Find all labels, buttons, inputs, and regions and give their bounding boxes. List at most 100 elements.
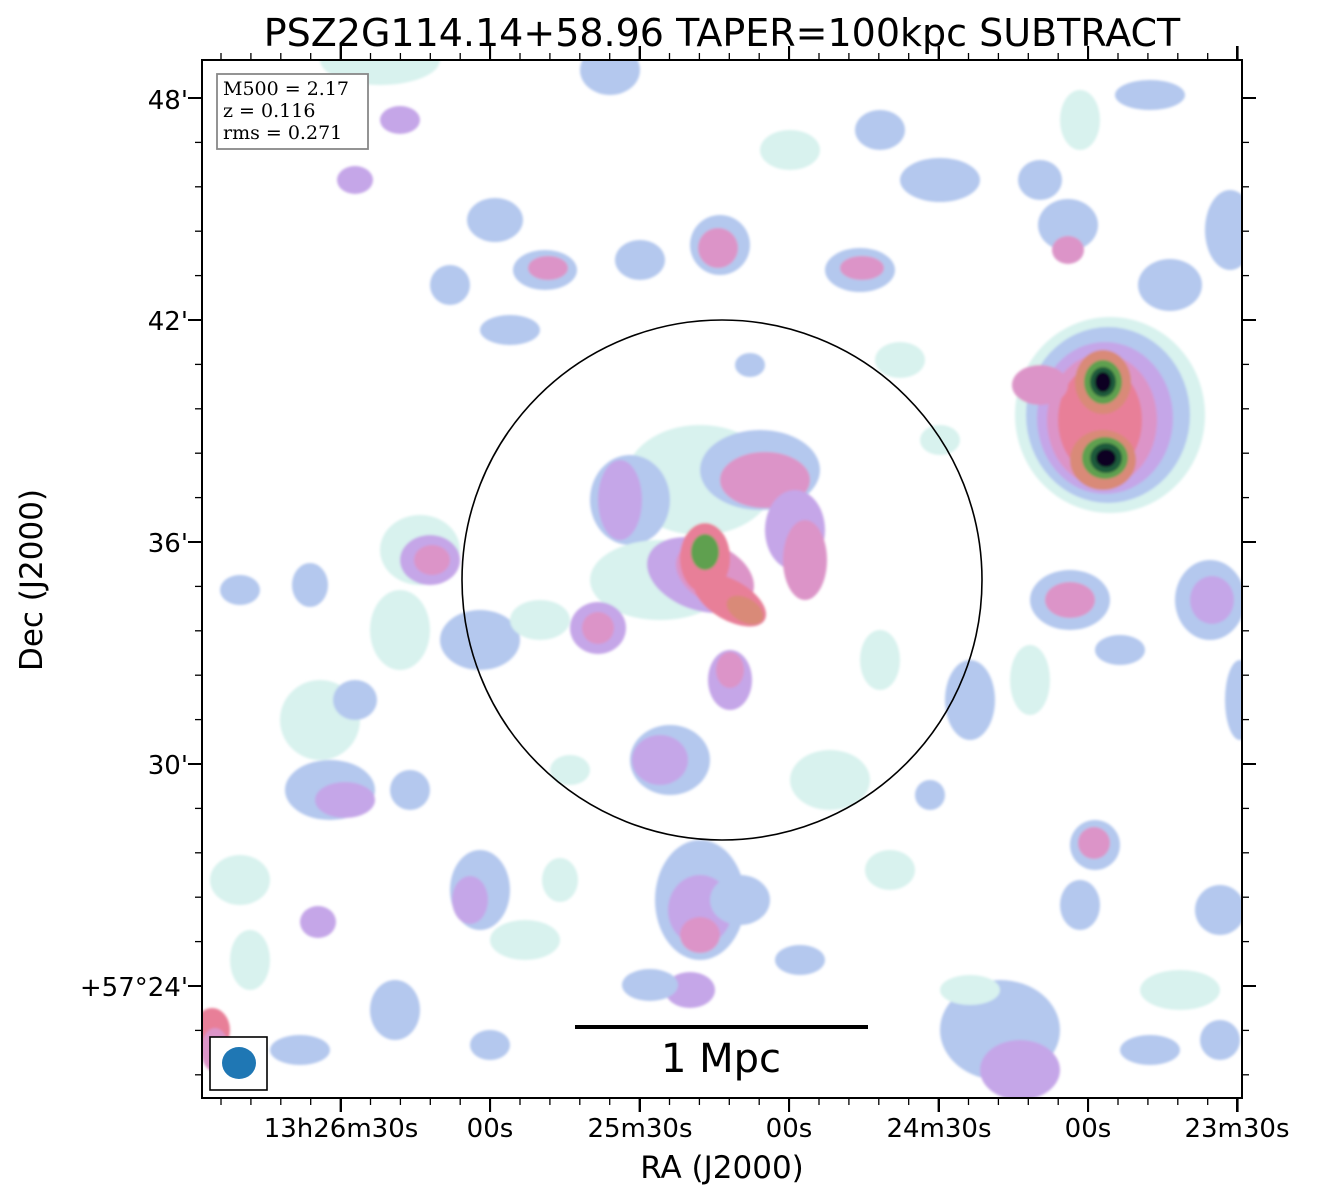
emission-patch — [860, 630, 900, 690]
emission-patch — [726, 595, 764, 625]
emission-patch — [1078, 827, 1110, 859]
emission-patch — [865, 850, 915, 890]
emission-patch — [550, 755, 590, 785]
x-tick-label: 00s — [766, 1114, 813, 1144]
emission-patch — [1205, 190, 1242, 270]
emission-patch — [210, 855, 270, 905]
emission-patch — [430, 265, 470, 305]
emission-patch — [716, 652, 744, 688]
y-tick-label: 36' — [148, 529, 188, 559]
y-tick-label: 30' — [148, 751, 188, 781]
emission-patch — [920, 425, 960, 455]
emission-patch — [337, 166, 373, 194]
y-tick-label: 42' — [148, 307, 188, 337]
emission-patch — [855, 110, 905, 150]
emission-patch — [300, 906, 336, 938]
emission-patch — [775, 945, 825, 975]
x-axis-label: RA (J2000) — [640, 1150, 804, 1186]
emission-patch — [1010, 645, 1050, 715]
emission-patch — [1225, 660, 1242, 740]
rms-text: rms = 0.271 — [223, 122, 342, 144]
emission-patch — [452, 876, 488, 924]
emission-patch — [470, 1030, 510, 1060]
emission-patch — [680, 917, 720, 953]
emission-patch — [1038, 199, 1098, 251]
y-tick-label: 48' — [148, 86, 188, 116]
emission-patch — [542, 858, 578, 902]
emission-patch — [220, 575, 260, 605]
emission-patch — [270, 1035, 330, 1065]
emission-patch — [467, 198, 523, 242]
emission-patch — [370, 980, 420, 1040]
axis-ticks — [188, 46, 1256, 1112]
emission-patch — [333, 680, 377, 720]
emission-patch — [370, 590, 430, 670]
emission-patch — [622, 969, 678, 1001]
emission-patch — [940, 975, 1000, 1005]
emission-patch — [315, 782, 375, 818]
x-tick-label: 23m30s — [1184, 1114, 1289, 1144]
x-tick-label: 00s — [467, 1114, 514, 1144]
emission-patch — [1140, 970, 1220, 1010]
emission-patch — [390, 770, 430, 810]
emission-patch — [1115, 80, 1185, 110]
emission-patch — [980, 1040, 1060, 1098]
emission-patch — [945, 660, 995, 740]
emission-patch — [580, 60, 640, 95]
plot-frame — [201, 59, 1243, 1099]
emission-patch — [292, 563, 328, 607]
emission-patch — [490, 920, 560, 960]
y-tick-label: +57°24' — [80, 973, 188, 1003]
emission-patch — [900, 158, 980, 202]
emission-patch — [1018, 160, 1062, 200]
emission-patch — [698, 228, 738, 268]
info-box — [216, 73, 369, 150]
x-tick-label: 25m30s — [587, 1114, 692, 1144]
emission-patch — [1052, 236, 1084, 264]
x-tick-label: 24m30s — [886, 1114, 991, 1144]
emission-patch — [1195, 885, 1242, 935]
emission-patch — [1138, 259, 1202, 311]
x-tick-label: 13h26m30s — [264, 1114, 419, 1144]
emission-map — [202, 60, 1242, 1098]
emission-patch — [710, 875, 770, 925]
emission-patch — [1045, 582, 1095, 618]
emission-patch — [528, 256, 568, 280]
emission-patch — [480, 315, 540, 345]
emission-patch — [840, 256, 884, 280]
emission-patch — [1096, 449, 1116, 467]
emission-patch — [380, 106, 420, 134]
emission-patch — [1200, 1020, 1240, 1060]
emission-patch — [691, 534, 719, 570]
emission-patch — [735, 353, 765, 377]
emission-patch — [760, 130, 820, 170]
redshift-text: z = 0.116 — [223, 100, 315, 122]
emission-patch — [1095, 635, 1145, 665]
emission-patch — [510, 600, 570, 640]
emission-patch — [1190, 576, 1234, 624]
emission-patch — [598, 460, 642, 540]
emission-patch — [790, 750, 870, 810]
emission-patch — [665, 972, 715, 1008]
emission-patch — [783, 520, 827, 600]
emission-patch — [915, 780, 945, 810]
r500-circle — [461, 319, 983, 841]
emission-patch — [1060, 90, 1100, 150]
emission-patch — [632, 735, 688, 785]
emission-patch — [414, 545, 450, 575]
emission-patch — [230, 930, 270, 990]
emission-patch — [1120, 1035, 1180, 1065]
scale-bar-label: 1 Mpc — [661, 1036, 781, 1082]
x-tick-label: 00s — [1065, 1114, 1112, 1144]
m500-text: M500 = 2.17 — [223, 78, 349, 100]
emission-patch — [582, 612, 614, 644]
emission-patch — [875, 342, 925, 378]
emission-patch — [1095, 372, 1111, 392]
emission-patch — [440, 610, 520, 670]
y-axis-label: Dec (J2000) — [14, 489, 50, 671]
emission-patch — [1012, 365, 1068, 405]
emission-patch — [615, 240, 665, 280]
chart-title: PSZ2G114.14+58.96 TAPER=100kpc SUBTRACT — [264, 11, 1181, 55]
beam-ellipse — [222, 1047, 256, 1079]
